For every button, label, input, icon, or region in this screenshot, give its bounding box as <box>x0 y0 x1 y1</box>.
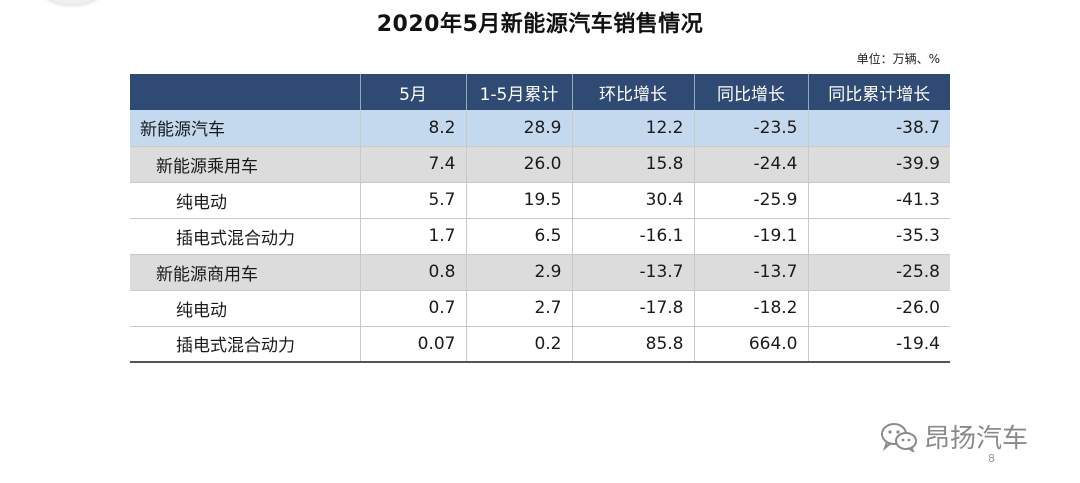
table-row: 插电式混合动力 0.07 0.2 85.8 664.0 -19.4 <box>130 326 950 363</box>
watermark-text: 昂扬汽车 <box>924 424 1029 454</box>
row-label: 新能源商用车 <box>130 254 360 291</box>
header-cell: 5月 <box>359 74 466 110</box>
table-row: 新能源乘用车 7.4 26.0 15.8 -24.4 -39.9 <box>130 146 950 183</box>
row-label: 插电式混合动力 <box>130 326 360 363</box>
table-cell: -41.3 <box>807 182 950 219</box>
table-cell: -19.1 <box>693 218 808 255</box>
table-cell: 8.2 <box>359 110 466 147</box>
table-row: 插电式混合动力 1.7 6.5 -16.1 -19.1 -35.3 <box>130 218 950 255</box>
table-cell: -25.8 <box>807 254 950 291</box>
table-cell: 0.07 <box>359 326 466 363</box>
table-cell: -19.4 <box>807 326 950 363</box>
table-cell: 2.7 <box>465 290 572 327</box>
row-label: 插电式混合动力 <box>130 218 360 255</box>
header-cell: 同比累计增长 <box>807 74 950 110</box>
table-cell: -39.9 <box>807 146 950 183</box>
table-cell: 2.9 <box>465 254 572 291</box>
table-cell: 19.5 <box>465 182 572 219</box>
table-cell: -23.5 <box>693 110 808 147</box>
table-row: 新能源商用车 0.8 2.9 -13.7 -13.7 -25.8 <box>130 254 950 291</box>
page-title: 2020年5月新能源汽车销售情况 <box>376 12 704 37</box>
sales-table: 5月 1-5月累计 环比增长 同比增长 同比累计增长 新能源汽车 8.2 28.… <box>130 74 950 363</box>
wechat-icon <box>880 422 918 452</box>
table-cell: 6.5 <box>465 218 572 255</box>
table-cell: 28.9 <box>465 110 572 147</box>
table-cell: -16.1 <box>571 218 694 255</box>
row-label: 纯电动 <box>130 182 360 219</box>
table-row: 纯电动 0.7 2.7 -17.8 -18.2 -26.0 <box>130 290 950 327</box>
table-cell: 12.2 <box>571 110 694 147</box>
table-cell: 0.2 <box>465 326 572 363</box>
table-row: 纯电动 5.7 19.5 30.4 -25.9 -41.3 <box>130 182 950 219</box>
corner-shape <box>40 0 104 4</box>
table-cell: 7.4 <box>359 146 466 183</box>
table-cell: 5.7 <box>359 182 466 219</box>
row-label: 纯电动 <box>130 290 360 327</box>
table-header-row: 5月 1-5月累计 环比增长 同比增长 同比累计增长 <box>130 74 950 110</box>
table-cell: -18.2 <box>693 290 808 327</box>
header-cell: 环比增长 <box>571 74 694 110</box>
watermark: 昂扬汽车 <box>880 418 1028 455</box>
table-cell: 1.7 <box>359 218 466 255</box>
table-cell: 0.7 <box>359 290 466 327</box>
table-cell: 0.8 <box>359 254 466 291</box>
table-cell: -25.9 <box>693 182 808 219</box>
table-cell: 26.0 <box>465 146 572 183</box>
header-cell <box>130 74 360 110</box>
table-cell: -24.4 <box>693 146 808 183</box>
unit-note: 单位：万辆、% <box>856 52 940 66</box>
header-cell: 同比增长 <box>693 74 808 110</box>
table-row: 新能源汽车 8.2 28.9 12.2 -23.5 -38.7 <box>130 110 950 147</box>
table-cell: -13.7 <box>571 254 694 291</box>
page-number: 8 <box>988 452 995 465</box>
table-cell: -26.0 <box>807 290 950 327</box>
table-cell: -35.3 <box>807 218 950 255</box>
row-label: 新能源乘用车 <box>130 146 360 183</box>
table-cell: 15.8 <box>571 146 694 183</box>
row-label: 新能源汽车 <box>130 110 360 147</box>
table-cell: -38.7 <box>807 110 950 147</box>
header-cell: 1-5月累计 <box>465 74 572 110</box>
table-cell: -17.8 <box>571 290 694 327</box>
table-cell: 85.8 <box>571 326 694 363</box>
table-cell: 30.4 <box>571 182 694 219</box>
table-cell: -13.7 <box>693 254 808 291</box>
table-cell: 664.0 <box>693 326 808 363</box>
